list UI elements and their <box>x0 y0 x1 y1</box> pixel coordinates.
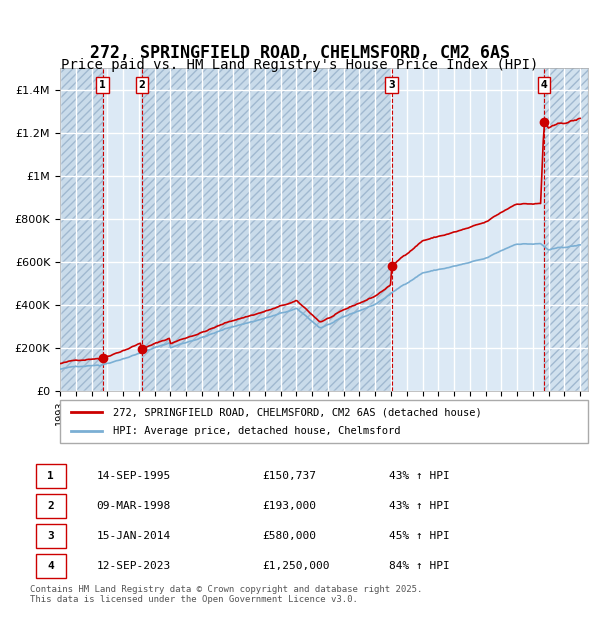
FancyBboxPatch shape <box>35 554 66 578</box>
Text: 1: 1 <box>100 81 106 91</box>
Text: 272, SPRINGFIELD ROAD, CHELMSFORD, CM2 6AS: 272, SPRINGFIELD ROAD, CHELMSFORD, CM2 6… <box>90 43 510 62</box>
Text: £580,000: £580,000 <box>262 531 316 541</box>
Bar <box>60 68 103 391</box>
Text: 272, SPRINGFIELD ROAD, CHELMSFORD, CM2 6AS (detached house): 272, SPRINGFIELD ROAD, CHELMSFORD, CM2 6… <box>113 407 482 417</box>
Text: £193,000: £193,000 <box>262 501 316 511</box>
FancyBboxPatch shape <box>35 494 66 518</box>
Bar <box>544 68 588 391</box>
Text: 14-SEP-1995: 14-SEP-1995 <box>96 471 170 481</box>
Text: 3: 3 <box>47 531 54 541</box>
Text: 4: 4 <box>541 81 547 91</box>
Text: 1: 1 <box>47 471 54 481</box>
Text: Price paid vs. HM Land Registry's House Price Index (HPI): Price paid vs. HM Land Registry's House … <box>61 58 539 72</box>
FancyBboxPatch shape <box>35 525 66 547</box>
FancyBboxPatch shape <box>35 464 66 488</box>
Bar <box>60 68 103 391</box>
Text: 3: 3 <box>388 81 395 91</box>
Text: Contains HM Land Registry data © Crown copyright and database right 2025.
This d: Contains HM Land Registry data © Crown c… <box>30 585 422 604</box>
Text: 43% ↑ HPI: 43% ↑ HPI <box>389 471 449 481</box>
Bar <box>142 68 392 391</box>
Text: HPI: Average price, detached house, Chelmsford: HPI: Average price, detached house, Chel… <box>113 426 400 436</box>
Text: 4: 4 <box>47 561 54 571</box>
Text: 15-JAN-2014: 15-JAN-2014 <box>96 531 170 541</box>
Text: 2: 2 <box>47 501 54 511</box>
Text: £150,737: £150,737 <box>262 471 316 481</box>
Text: 2: 2 <box>139 81 145 91</box>
Bar <box>544 68 588 391</box>
Text: 43% ↑ HPI: 43% ↑ HPI <box>389 501 449 511</box>
Text: £1,250,000: £1,250,000 <box>262 561 329 571</box>
Text: 12-SEP-2023: 12-SEP-2023 <box>96 561 170 571</box>
FancyBboxPatch shape <box>60 400 588 443</box>
Text: 45% ↑ HPI: 45% ↑ HPI <box>389 531 449 541</box>
Text: 84% ↑ HPI: 84% ↑ HPI <box>389 561 449 571</box>
Bar <box>142 68 392 391</box>
Text: 09-MAR-1998: 09-MAR-1998 <box>96 501 170 511</box>
